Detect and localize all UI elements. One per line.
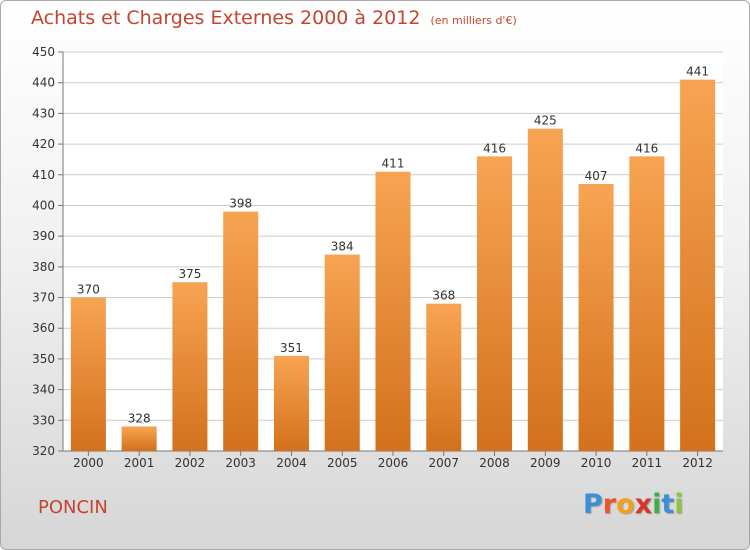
data-label: 416	[483, 141, 506, 155]
logo-letter: i	[652, 489, 662, 520]
data-label: 411	[382, 157, 405, 171]
logo-letter: r	[602, 489, 617, 520]
bar	[121, 426, 157, 451]
y-tick-label: 380	[32, 260, 55, 274]
bar	[578, 183, 614, 451]
title-unit: (en milliers d'€)	[430, 14, 517, 27]
data-label: 407	[585, 169, 608, 183]
bar	[273, 355, 309, 451]
x-tick-label: 2003	[225, 456, 256, 470]
logo-letter: t	[661, 489, 675, 520]
data-label: 368	[432, 289, 455, 303]
y-tick-label: 370	[32, 291, 55, 305]
y-tick-label: 430	[32, 106, 55, 120]
x-tick-label: 2009	[530, 456, 561, 470]
y-tick-label: 330	[32, 413, 55, 427]
data-label: 441	[686, 65, 709, 79]
x-tick-label: 2010	[581, 456, 612, 470]
data-label: 328	[128, 411, 151, 425]
x-tick-label: 2012	[682, 456, 713, 470]
logo-letter: o	[616, 489, 635, 520]
x-tick-label: 2001	[124, 456, 155, 470]
bar	[324, 254, 360, 451]
proxiti-logo: Proxiti	[583, 489, 684, 520]
bar	[629, 156, 665, 451]
bar	[375, 171, 411, 451]
x-tick-label: 2005	[327, 456, 358, 470]
bar	[426, 303, 462, 451]
data-label: 384	[331, 240, 354, 254]
x-tick-label: 2006	[378, 456, 409, 470]
y-tick-label: 390	[32, 229, 55, 243]
logo-letter: i	[674, 489, 684, 520]
y-tick-label: 340	[32, 383, 55, 397]
y-tick-label: 360	[32, 321, 55, 335]
x-tick-label: 2011	[632, 456, 663, 470]
y-tick-label: 440	[32, 76, 55, 90]
y-tick-label: 410	[32, 168, 55, 182]
y-tick-label: 400	[32, 198, 55, 212]
title-text: Achats et Charges Externes 2000 à 2012	[31, 7, 421, 29]
bar	[70, 297, 106, 451]
bar	[223, 211, 259, 451]
logo-letter: P	[583, 489, 603, 520]
chart-title: Achats et Charges Externes 2000 à 2012 (e…	[31, 7, 517, 29]
data-label: 398	[229, 197, 252, 211]
data-label: 375	[178, 267, 201, 281]
bar	[527, 128, 563, 451]
data-label: 351	[280, 341, 303, 355]
x-tick-label: 2004	[276, 456, 307, 470]
logo-letter: x	[634, 489, 653, 520]
y-tick-label: 450	[32, 45, 55, 59]
bar	[172, 282, 208, 451]
x-tick-label: 2000	[73, 456, 104, 470]
x-tick-label: 2007	[428, 456, 459, 470]
y-tick-label: 320	[32, 444, 55, 458]
y-tick-label: 350	[32, 352, 55, 366]
bar	[477, 156, 513, 451]
commune-name: PONCIN	[38, 497, 108, 518]
data-label: 370	[77, 283, 100, 297]
bar	[680, 79, 716, 451]
x-tick-label: 2008	[479, 456, 510, 470]
data-label: 416	[635, 141, 658, 155]
x-tick-label: 2002	[175, 456, 206, 470]
data-label: 425	[534, 114, 557, 128]
y-tick-label: 420	[32, 137, 55, 151]
